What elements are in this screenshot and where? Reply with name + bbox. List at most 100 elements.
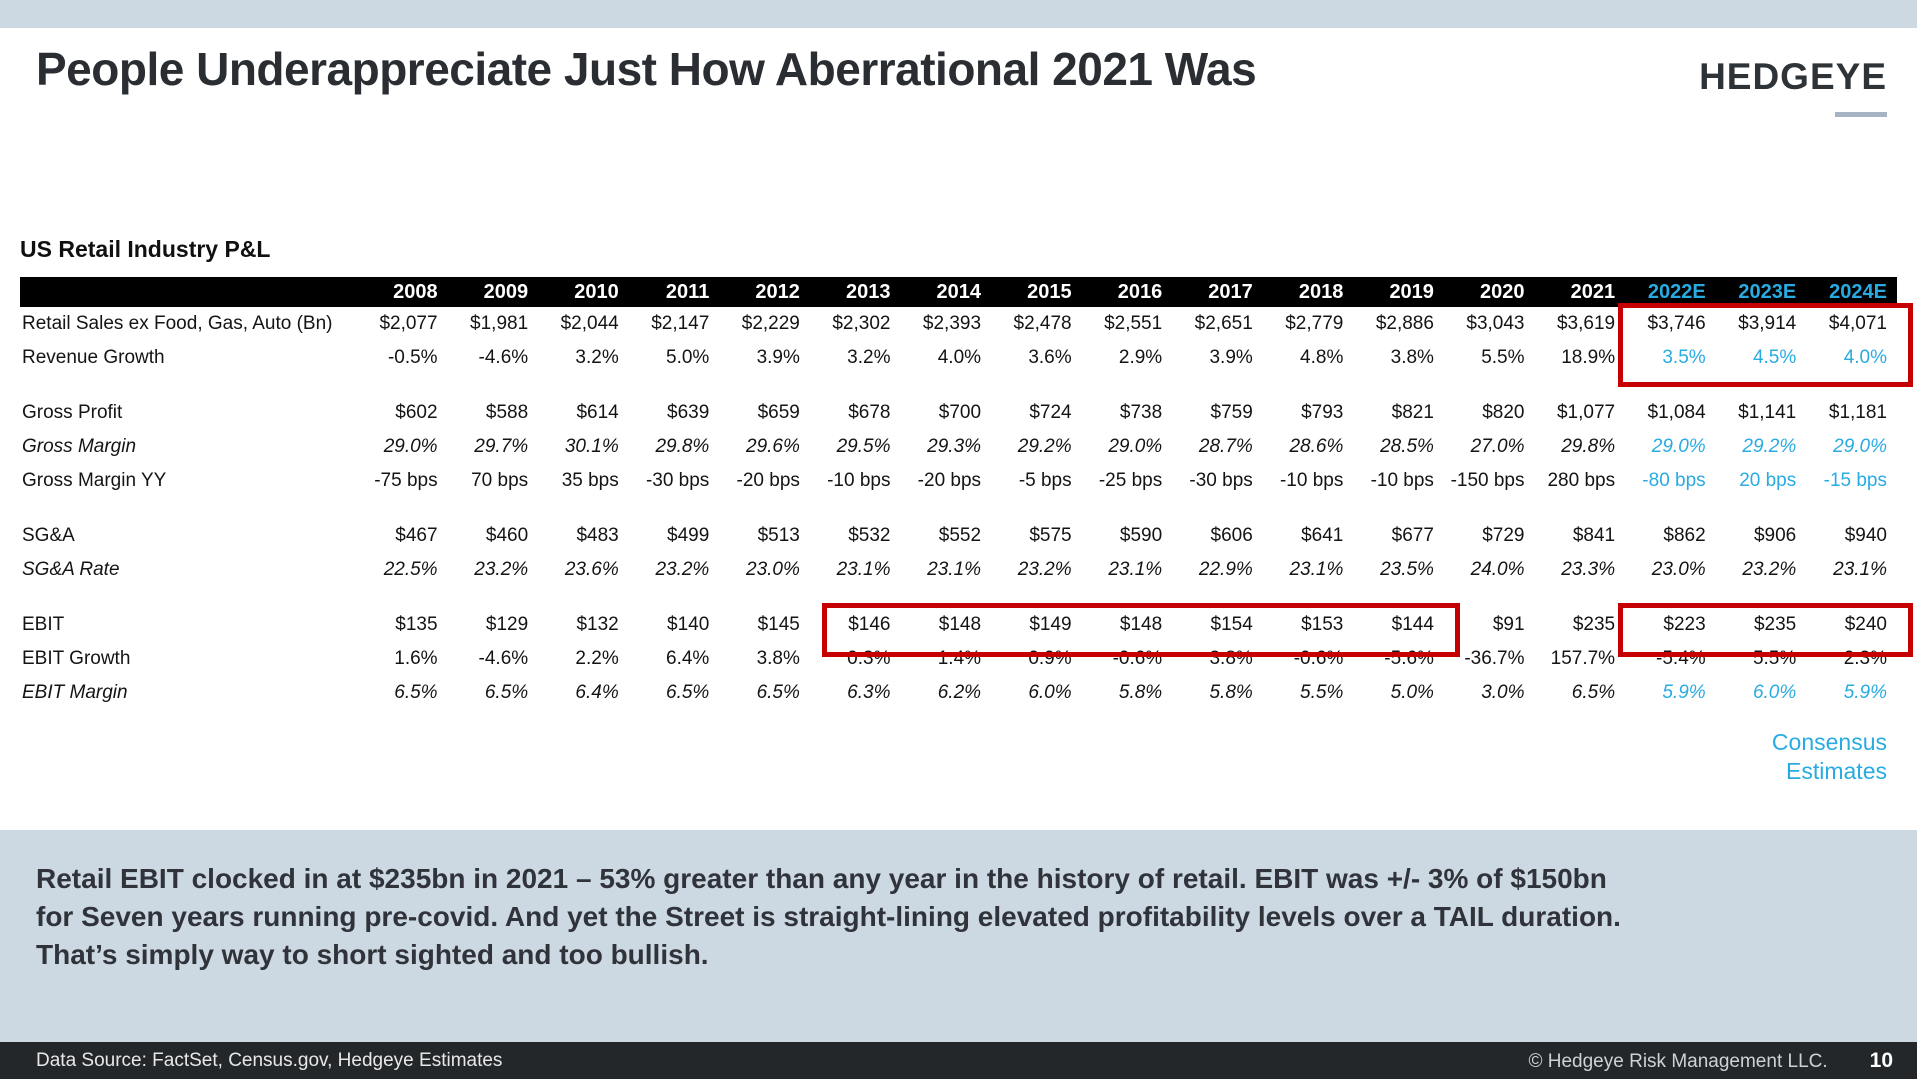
cell: 23.0% bbox=[746, 559, 800, 580]
cell: $738 bbox=[1119, 402, 1163, 423]
cell: $144 bbox=[1391, 614, 1434, 635]
cell: $145 bbox=[757, 614, 800, 635]
cell: $759 bbox=[1210, 402, 1253, 423]
hedgeye-logo: HEDGEYE bbox=[1699, 56, 1887, 97]
cell: 22.5% bbox=[383, 559, 438, 580]
row-label: Gross Margin YY bbox=[22, 470, 167, 491]
cell: $499 bbox=[667, 525, 710, 546]
cell: $146 bbox=[848, 614, 891, 635]
cell: 27.0% bbox=[1470, 436, 1525, 457]
column-header: 2018 bbox=[1298, 280, 1344, 303]
cell: 23.1% bbox=[1108, 559, 1163, 580]
cell: 3.9% bbox=[756, 347, 800, 368]
cell: $614 bbox=[576, 402, 619, 423]
table-row: Retail Sales ex Food, Gas, Auto (Bn) $2,0… bbox=[20, 307, 1897, 341]
cell: 3.2% bbox=[575, 347, 619, 368]
cell: $2,478 bbox=[1013, 313, 1072, 334]
consensus-estimates-label: Consensus Estimates bbox=[1772, 728, 1887, 786]
table-row: EBIT Margin 6.5% 6.5% 6.4% 6.5% 6.5% 6.3% 6.2% 6… bbox=[20, 676, 1897, 710]
column-header: 2014 bbox=[936, 280, 982, 303]
cell: 28.5% bbox=[1380, 436, 1434, 457]
cell: $1,181 bbox=[1828, 402, 1887, 423]
cell: $148 bbox=[1119, 614, 1163, 635]
callout-line: That’s simply way to short sighted and t… bbox=[36, 939, 709, 970]
spacer-row bbox=[20, 375, 1897, 396]
cell: 2.2% bbox=[575, 648, 619, 669]
cell: 2.9% bbox=[1118, 347, 1163, 368]
cell: 4.0% bbox=[1843, 347, 1887, 368]
cell: -30 bps bbox=[645, 470, 710, 491]
column-header: 2008 bbox=[393, 280, 438, 303]
cell: $154 bbox=[1210, 614, 1253, 635]
cell: 6.5% bbox=[1571, 682, 1616, 703]
cell: 23.1% bbox=[836, 559, 891, 580]
cell: $677 bbox=[1391, 525, 1434, 546]
cell: 28.7% bbox=[1198, 436, 1253, 457]
cell: $4,071 bbox=[1828, 313, 1887, 334]
pnl-table: 2008 2009 2010 2011 2012 2013 2014 2015 2016 2017… bbox=[20, 277, 1897, 710]
cell: $2,393 bbox=[922, 313, 982, 334]
cell: $552 bbox=[938, 525, 982, 546]
table-row: SG&A Rate 22.5% 23.2% 23.6% 23.2% 23.0% 23.1% 2… bbox=[20, 553, 1897, 587]
spacer-cell bbox=[20, 498, 1897, 519]
footer-bar: Data Source: FactSet, Census.gov, Hedgey… bbox=[0, 1042, 1917, 1079]
footer-copyright: © Hedgeye Risk Management LLC. bbox=[1528, 1051, 1828, 1072]
cell: $1,077 bbox=[1556, 402, 1616, 423]
cell: 6.5% bbox=[756, 682, 800, 703]
column-header: 2010 bbox=[574, 280, 619, 303]
table-title: US Retail Industry P&L bbox=[20, 236, 271, 262]
cell: -36.7% bbox=[1464, 648, 1525, 669]
cell: 6.5% bbox=[394, 682, 438, 703]
cell: 29.0% bbox=[1651, 436, 1706, 457]
cell: 29.6% bbox=[746, 436, 800, 457]
cell: 5.9% bbox=[1843, 682, 1887, 703]
callout-line: Retail EBIT clocked in at $235bn in 2021… bbox=[36, 863, 1607, 894]
cell: 24.0% bbox=[1470, 559, 1525, 580]
cell: 4.5% bbox=[1752, 347, 1797, 368]
cell: 23.1% bbox=[1289, 559, 1344, 580]
cell: 157.7% bbox=[1550, 648, 1616, 669]
cell: -20 bps bbox=[917, 470, 982, 491]
table-row: Revenue Growth -0.5% -4.6% 3.2% 5.0% 3.9% 3.2%… bbox=[20, 341, 1897, 375]
cell: 29.0% bbox=[1108, 436, 1163, 457]
cell: -5.6% bbox=[1384, 648, 1434, 669]
cell: 3.2% bbox=[847, 347, 891, 368]
spacer-row bbox=[20, 498, 1897, 519]
cell: -0.6% bbox=[1112, 648, 1163, 669]
cell: 3.8% bbox=[1209, 648, 1253, 669]
cell: $606 bbox=[1210, 525, 1253, 546]
column-header: 2013 bbox=[845, 280, 891, 303]
table-row: Gross Margin YY -75 bps 70 bps 35 bps -30 bp… bbox=[20, 464, 1897, 498]
logo-underline bbox=[1835, 112, 1887, 117]
cell: $841 bbox=[1572, 525, 1616, 546]
column-header: 2024E bbox=[1829, 280, 1887, 303]
cell: $820 bbox=[1482, 402, 1525, 423]
cell: $3,746 bbox=[1647, 313, 1706, 334]
cell: 3.0% bbox=[1481, 682, 1525, 703]
cell: 70 bps bbox=[471, 470, 529, 491]
cell: -75 bps bbox=[374, 470, 438, 491]
row-label: SG&A Rate bbox=[22, 559, 120, 580]
row-label: Retail Sales ex Food, Gas, Auto (Bn) bbox=[22, 313, 333, 334]
cell: 3.6% bbox=[1028, 347, 1072, 368]
cell: $532 bbox=[848, 525, 891, 546]
footer-source: Data Source: FactSet, Census.gov, Hedgey… bbox=[36, 1050, 503, 1071]
cell: $1,084 bbox=[1647, 402, 1706, 423]
cell: $1,981 bbox=[470, 313, 529, 334]
row-label: Gross Margin bbox=[22, 436, 137, 457]
cell: $223 bbox=[1663, 614, 1706, 635]
cell: 23.3% bbox=[1561, 559, 1616, 580]
spacer-cell bbox=[20, 587, 1897, 608]
cell: $3,043 bbox=[1466, 313, 1525, 334]
cell: $140 bbox=[667, 614, 710, 635]
page-title: People Underappreciate Just How Aberrati… bbox=[36, 43, 1257, 95]
row-label: EBIT Growth bbox=[22, 648, 131, 669]
cell: $235 bbox=[1753, 614, 1797, 635]
cell: -10 bps bbox=[1279, 470, 1344, 491]
column-header: 2009 bbox=[483, 280, 529, 303]
cell: $2,651 bbox=[1194, 313, 1253, 334]
cell: 3.5% bbox=[1662, 347, 1706, 368]
cell: $129 bbox=[485, 614, 529, 635]
consensus-line-2: Estimates bbox=[1786, 758, 1887, 784]
